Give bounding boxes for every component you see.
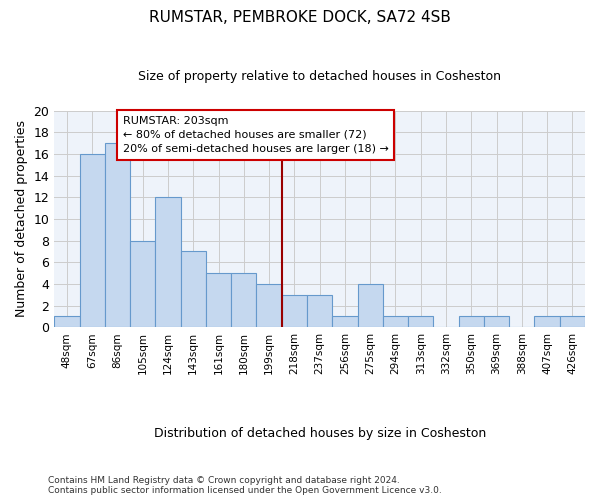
Bar [484,316,509,327]
Bar [54,316,80,327]
Bar [307,294,332,327]
Bar [206,273,231,327]
Y-axis label: Number of detached properties: Number of detached properties [15,120,28,318]
Bar [332,316,358,327]
Bar [256,284,282,327]
Bar [231,273,256,327]
Bar [282,294,307,327]
Text: RUMSTAR, PEMBROKE DOCK, SA72 4SB: RUMSTAR, PEMBROKE DOCK, SA72 4SB [149,10,451,25]
Text: Contains HM Land Registry data © Crown copyright and database right 2024.
Contai: Contains HM Land Registry data © Crown c… [48,476,442,495]
Bar [383,316,408,327]
Bar [105,143,130,327]
Bar [155,197,181,327]
Bar [130,240,155,327]
Bar [181,252,206,327]
Bar [80,154,105,327]
Bar [560,316,585,327]
Bar [535,316,560,327]
Bar [458,316,484,327]
Bar [408,316,433,327]
Title: Size of property relative to detached houses in Cosheston: Size of property relative to detached ho… [138,70,501,83]
Text: RUMSTAR: 203sqm
← 80% of detached houses are smaller (72)
20% of semi-detached h: RUMSTAR: 203sqm ← 80% of detached houses… [122,116,388,154]
X-axis label: Distribution of detached houses by size in Cosheston: Distribution of detached houses by size … [154,427,486,440]
Bar [358,284,383,327]
